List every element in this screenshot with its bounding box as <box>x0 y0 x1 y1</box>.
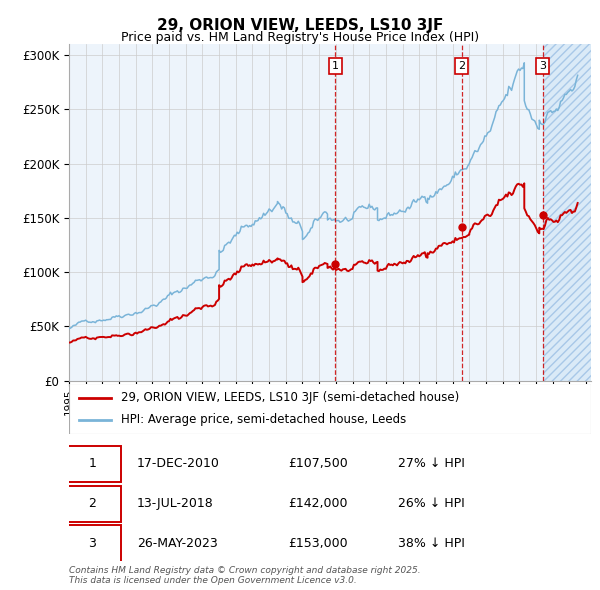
FancyBboxPatch shape <box>64 486 121 522</box>
FancyBboxPatch shape <box>64 445 121 482</box>
Text: 1: 1 <box>89 457 97 470</box>
Text: 17-DEC-2010: 17-DEC-2010 <box>137 457 220 470</box>
Text: £153,000: £153,000 <box>288 537 348 550</box>
Text: £142,000: £142,000 <box>288 497 348 510</box>
Bar <box>542 44 595 381</box>
Text: 1: 1 <box>332 61 338 71</box>
Text: 29, ORION VIEW, LEEDS, LS10 3JF (semi-detached house): 29, ORION VIEW, LEEDS, LS10 3JF (semi-de… <box>121 391 460 404</box>
Text: Price paid vs. HM Land Registry's House Price Index (HPI): Price paid vs. HM Land Registry's House … <box>121 31 479 44</box>
Text: HPI: Average price, semi-detached house, Leeds: HPI: Average price, semi-detached house,… <box>121 413 406 426</box>
Bar <box>542 44 595 381</box>
Text: 26% ↓ HPI: 26% ↓ HPI <box>398 497 464 510</box>
Text: 38% ↓ HPI: 38% ↓ HPI <box>398 537 465 550</box>
Text: 27% ↓ HPI: 27% ↓ HPI <box>398 457 465 470</box>
Text: 3: 3 <box>539 61 546 71</box>
FancyBboxPatch shape <box>64 526 121 562</box>
Text: Contains HM Land Registry data © Crown copyright and database right 2025.
This d: Contains HM Land Registry data © Crown c… <box>69 566 421 585</box>
FancyBboxPatch shape <box>69 384 591 434</box>
Text: 13-JUL-2018: 13-JUL-2018 <box>137 497 214 510</box>
Text: 26-MAY-2023: 26-MAY-2023 <box>137 537 218 550</box>
Text: 2: 2 <box>458 61 465 71</box>
Text: 29, ORION VIEW, LEEDS, LS10 3JF: 29, ORION VIEW, LEEDS, LS10 3JF <box>157 18 443 32</box>
Text: £107,500: £107,500 <box>288 457 348 470</box>
Text: 2: 2 <box>89 497 97 510</box>
Text: 3: 3 <box>89 537 97 550</box>
